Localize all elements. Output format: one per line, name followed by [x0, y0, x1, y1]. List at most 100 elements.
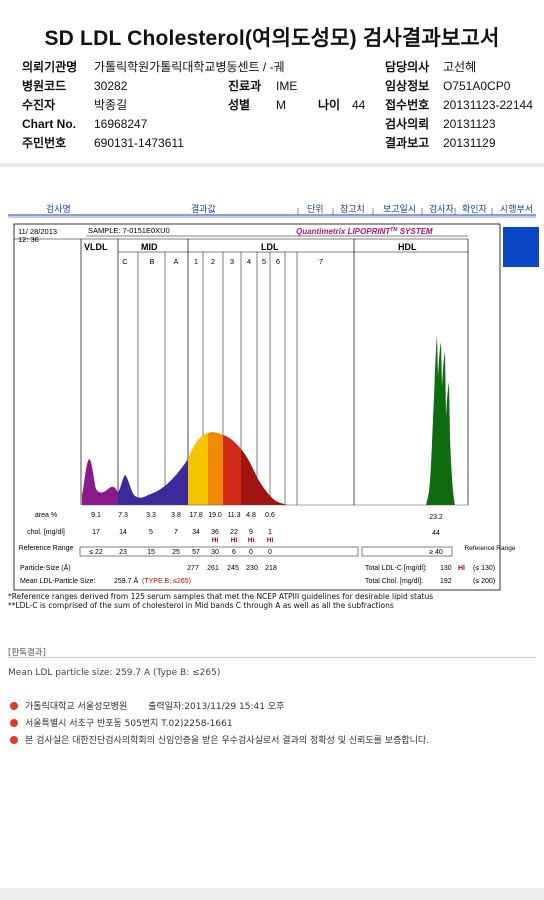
- request-value: 20131123: [443, 117, 496, 131]
- accent-block: [503, 227, 539, 267]
- column-headers: 검사명 결과값 단위 참고치 보고일시 검사자 확인자 시행부서: [8, 197, 536, 217]
- chol-value: 36: [211, 529, 219, 536]
- footer-line: 본 검사실은 대한진단검사의학회의 신임인증을 받은 우수검사실로서 결과의 정…: [10, 733, 429, 746]
- total-chol-label: Total Chol. [mg/dl]:: [365, 578, 423, 585]
- bullet-icon: [10, 702, 18, 710]
- certification-note: 본 검사실은 대한진단검사의학회의 신임인증을 받은 우수검사실로서 결과의 정…: [25, 736, 430, 746]
- col-unit: 단위: [307, 205, 324, 215]
- doctor-label: 담당의사: [385, 60, 430, 74]
- id-value: 690131-1473611: [94, 136, 184, 150]
- chol-value: 1: [268, 529, 272, 536]
- info-row: 병원코드 30282 진료과 IME 임상정보 O751A0CP0: [22, 77, 542, 96]
- divider: [8, 657, 536, 658]
- chart-label: Chart No.: [22, 117, 76, 131]
- mean-particle-label: Mean LDL-Particle Size:: [20, 578, 96, 585]
- info-row: Chart No. 16968247 검사의뢰 20131123: [22, 115, 542, 134]
- chol-row-label: chol. [mg/dl]: [27, 529, 65, 536]
- note-reference: *Reference ranges derived from 125 serum…: [8, 592, 434, 601]
- note-ldl: **LDL-C is comprised of the sum of chole…: [8, 601, 394, 610]
- particle-size-value: 245: [227, 565, 239, 572]
- ref-value: 0: [249, 549, 253, 556]
- sample-id: SAMPLE: 7-0151E0XU0: [88, 226, 170, 235]
- bottom-band: [0, 888, 544, 900]
- separator: [0, 163, 544, 167]
- receipt-label: 접수번호: [385, 98, 430, 112]
- area-value: 7.3: [118, 512, 128, 519]
- footer-line: 서울특별시 서초구 반포동 505번지 T.02)2258-1661: [10, 716, 233, 729]
- hi-flag: HI: [267, 537, 274, 544]
- ref-value: 0: [268, 549, 272, 556]
- subband-5: 5: [262, 257, 266, 266]
- report-value: 20131129: [443, 136, 496, 150]
- mean-particle-type: (TYPE B; ≤265): [142, 578, 191, 585]
- chol-value: 14: [119, 529, 127, 536]
- ref-value: 6: [232, 549, 236, 556]
- col-result: 결과값: [191, 205, 216, 215]
- report-time: 12: 36: [18, 235, 39, 244]
- subband-7: 7: [319, 257, 323, 266]
- print-date: 출력일자:2013/11/29 15:41 오후: [148, 702, 285, 712]
- hospital-code-label: 병원코드: [22, 79, 67, 93]
- band-mid: MID: [141, 242, 158, 252]
- area-value: 3.8: [171, 512, 181, 519]
- interpretation-text: Mean LDL particle size: 259.7 A (Type B:…: [8, 668, 221, 678]
- particle-size-value: 261: [207, 565, 219, 572]
- chol-value: 22: [230, 529, 238, 536]
- curve-ldl4: [241, 449, 288, 505]
- curve-mid: [118, 459, 188, 505]
- col-confirmer: 확인자: [462, 205, 487, 215]
- chol-hdl-value: 44: [432, 530, 440, 537]
- report-title: SD LDL Cholesterol(여의도성모) 검사결과보고서: [44, 27, 500, 50]
- report-label: 결과보고: [385, 136, 430, 150]
- subband-6: 6: [276, 257, 280, 266]
- col-reference: 참고치: [340, 205, 365, 215]
- col-report-time: 보고일시: [383, 205, 417, 215]
- ref-value: 23: [119, 549, 127, 556]
- ref-row-label: Reference Range: [19, 545, 74, 552]
- particle-size-value: 277: [187, 565, 199, 572]
- band-hdl: HDL: [398, 242, 417, 252]
- info-row: 주민번호 690131-1473611 결과보고 20131129: [22, 134, 542, 153]
- dept-label: 진료과: [228, 79, 262, 93]
- clinical-value: O751A0CP0: [443, 79, 511, 93]
- receipt-value: 20131123-22144: [443, 98, 533, 112]
- dept-value: IME: [276, 79, 298, 93]
- total-chol-ref: (≤ 200): [473, 578, 495, 585]
- chol-value: 34: [192, 529, 200, 536]
- subband-4: 4: [247, 257, 251, 266]
- area-value: 19.0: [208, 512, 222, 519]
- info-row: 의뢰기관명 가톨릭학원가톨릭대학교병동센트 / -궤 담당의사 고선혜: [22, 58, 542, 77]
- col-department: 시행부서: [500, 205, 534, 215]
- age-label: 나이: [318, 98, 341, 112]
- area-value: 3.3: [146, 512, 156, 519]
- ref-row-label-right: Reference Range: [465, 545, 516, 552]
- hi-flag: HI: [212, 537, 219, 544]
- band-ldl: LDL: [261, 242, 279, 252]
- chol-value: 5: [149, 529, 153, 536]
- bullet-icon: [10, 719, 18, 727]
- chart-value: 16968247: [94, 117, 148, 131]
- total-chol-value: 192: [440, 578, 452, 585]
- curve-hdl: [426, 335, 455, 505]
- col-test-name: 검사명: [46, 205, 71, 215]
- interpretation-section-label: [판독결과]: [8, 648, 46, 658]
- age-value: 44: [352, 98, 366, 112]
- hospital-code-value: 30282: [94, 79, 128, 93]
- ref-value: 25: [172, 549, 180, 556]
- subband-2: 2: [211, 257, 215, 266]
- institution-value: 가톨릭학원가톨릭대학교병동센트 / -궤: [94, 60, 285, 74]
- bullet-icon: [10, 736, 18, 744]
- area-value: 4.8: [246, 512, 256, 519]
- total-ldl-flag: HI: [458, 565, 465, 572]
- report-date: 11/ 28/2013: [18, 227, 57, 236]
- chol-value: 17: [92, 529, 100, 536]
- area-row-label: area %: [35, 512, 57, 519]
- clinical-label: 임상정보: [385, 79, 430, 93]
- curve-ldl3: [223, 435, 241, 505]
- chol-value: 7: [174, 529, 178, 536]
- curve-ldl2: [208, 432, 223, 505]
- footer-line: 가톨릭대학교 서울성모병원 출력일자:2013/11/29 15:41 오후: [10, 699, 284, 712]
- particle-size-value: 218: [265, 565, 277, 572]
- curve-vldl: [82, 459, 118, 505]
- request-label: 검사의뢰: [385, 117, 430, 131]
